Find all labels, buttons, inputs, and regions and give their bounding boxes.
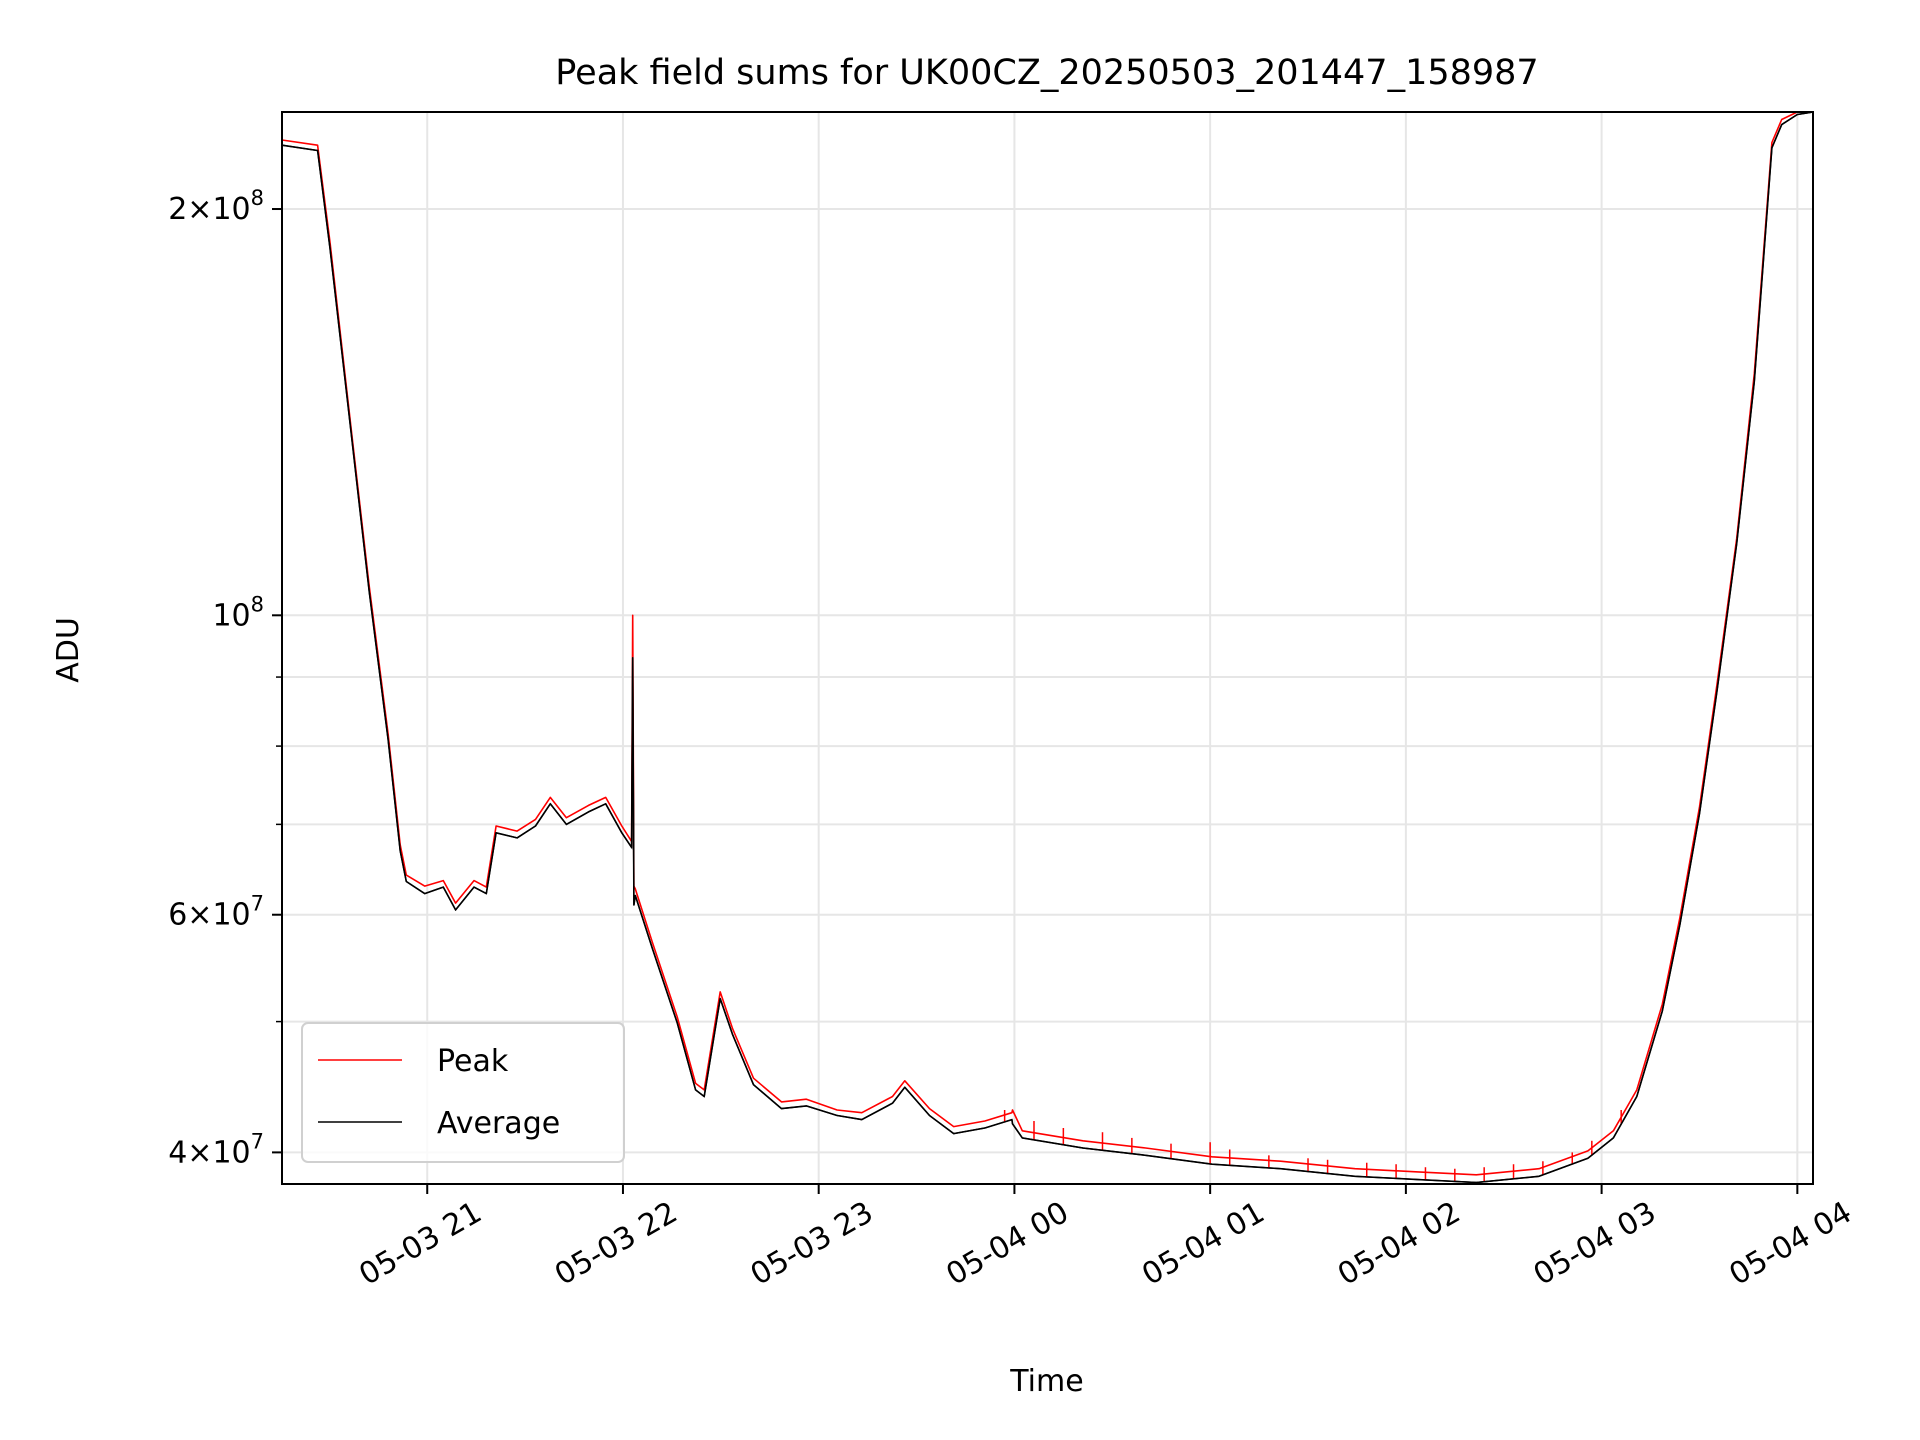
series-peak-line (281, 111, 1813, 1176)
legend-peak-label: Peak (437, 1044, 509, 1079)
y-axis-label: ADU (51, 617, 86, 683)
y-tick-label: 6×107 (168, 892, 264, 933)
plot-area (281, 111, 1814, 1184)
legend-average-label: Average (437, 1106, 560, 1141)
x-tick-label: 05-04 01 (1136, 1195, 1270, 1293)
chart-title: Peak field sums for UK00CZ_20250503_2014… (555, 53, 1538, 93)
y-tick-label: 108 (212, 592, 264, 633)
legend-box (301, 1022, 625, 1163)
x-tick-label: 05-04 03 (1528, 1195, 1662, 1293)
axes-frame (281, 111, 1814, 1185)
x-tick-label: 05-03 21 (353, 1195, 487, 1293)
x-tick-label: 05-04 02 (1332, 1195, 1466, 1293)
x-tick-label: 05-04 00 (941, 1195, 1075, 1293)
x-tick-label: 05-03 23 (745, 1195, 879, 1293)
y-tick-label: 4×107 (168, 1129, 264, 1170)
x-tick-label: 05-04 04 (1723, 1195, 1857, 1293)
x-axis-label: Time (1009, 1364, 1083, 1399)
x-tick-label: 05-03 22 (549, 1195, 683, 1293)
legend: Peak Average (301, 1022, 625, 1163)
series-average-overlay (281, 111, 1814, 1184)
y-tick-label: 2×108 (168, 186, 264, 227)
